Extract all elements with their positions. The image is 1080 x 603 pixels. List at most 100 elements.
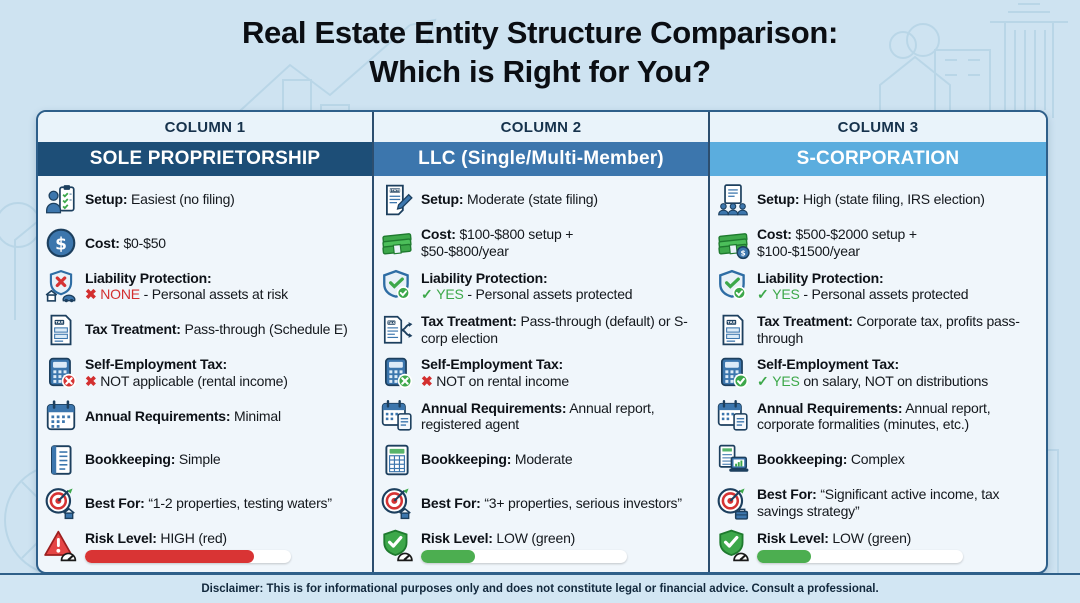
risk-bar-track	[85, 550, 291, 564]
calculator-x-red-icon	[43, 355, 78, 390]
best-for-text: Best For: “3+ properties, serious invest…	[421, 494, 682, 511]
bookkeeping-text: Bookkeeping: Moderate	[421, 451, 573, 468]
risk-bar-fill	[421, 550, 475, 564]
comparison-table: COLUMN 1 SOLE PROPRIETORSHIP Setup: Easies…	[36, 110, 1048, 574]
tax-treatment-row: TAX Tax Treatment: Corporate tax, profits…	[715, 308, 1040, 351]
liability-protection-row: Liability Protection: ✓ YES - Personal as…	[715, 265, 1040, 308]
bookkeeping-text: Bookkeeping: Complex	[757, 451, 905, 468]
setup-row: Setup: Easiest (no filing)	[43, 178, 366, 221]
self-employment-tax-row: Self-Employment Tax: ✓ YES on salary, NOT…	[715, 351, 1040, 394]
self-employment-tax-text: Self-Employment Tax: ✓ YES on salary, NOT…	[757, 356, 989, 389]
spreadsheet-icon	[379, 442, 414, 477]
calendar-icon	[43, 399, 78, 434]
column-llc-single-multi-member: COLUMN 2 LLC (Single/Multi-Member) STATE Se…	[374, 112, 710, 572]
risk-level-text: Risk Level: HIGH (red)	[85, 530, 366, 564]
calendar-doc-icon	[715, 399, 750, 434]
annual-requirements-row: Annual Requirements: Annual report, regi…	[379, 395, 702, 438]
shield-check-icon	[379, 269, 414, 304]
risk-level-text: Risk Level: LOW (green)	[757, 530, 1040, 564]
money-coin-icon: $	[715, 225, 750, 260]
entity-title: LLC (Single/Multi-Member)	[374, 142, 708, 176]
risk-level-row: Risk Level: LOW (green)	[379, 525, 702, 568]
money-stack-icon	[379, 225, 414, 260]
annual-requirements-text: Annual Requirements: Minimal	[85, 408, 281, 425]
annual-requirements-row: Annual Requirements: Annual report, corp…	[715, 395, 1040, 438]
entity-title: SOLE PROPRIETORSHIP	[38, 142, 372, 176]
cost-text: Cost: $100-$800 setup + $50-$800/year	[421, 226, 574, 259]
calendar-notepad-icon	[379, 399, 414, 434]
person-checklist-icon	[43, 182, 78, 217]
best-for-row: Best For: “Significant active income, ta…	[715, 481, 1040, 524]
setup-row: STATE Setup: Moderate (state filing)	[379, 178, 702, 221]
page-title-line1: Real Estate Entity Structure Comparison:	[241, 15, 839, 50]
tax-doc-icon: TAX	[43, 312, 78, 347]
setup-text: Setup: Moderate (state filing)	[421, 191, 598, 208]
column-header: COLUMN 2	[374, 112, 708, 142]
column-header: COLUMN 3	[710, 112, 1046, 142]
liability-protection-row: Liability Protection: ✓ YES - Personal as…	[379, 265, 702, 308]
svg-text:STATE: STATE	[389, 188, 401, 192]
risk-bar-fill	[757, 550, 811, 564]
risk-bar-track	[421, 550, 627, 564]
cost-text: Cost: $0-$50	[85, 234, 166, 251]
dollar-circle-icon: $	[43, 225, 78, 260]
bookkeeping-row: Bookkeeping: Simple	[43, 438, 366, 481]
calculator-x-green-icon	[379, 355, 414, 390]
liability-protection-text: Liability Protection: ✖ NONE - Personal a…	[85, 269, 288, 303]
warning-gauge-icon	[43, 529, 78, 564]
target-briefcase-icon	[715, 485, 750, 520]
cost-text: Cost: $500-$2000 setup + $100-$1500/year	[757, 226, 917, 259]
tax-treatment-row: TAX Tax Treatment: Pass-through (default)…	[379, 308, 702, 351]
self-employment-tax-row: Self-Employment Tax: ✖ NOT on rental inco…	[379, 351, 702, 394]
target-house-icon	[43, 485, 78, 520]
svg-text:TAX: TAX	[387, 320, 395, 324]
self-employment-tax-text: Self-Employment Tax: ✖ NOT on rental inco…	[421, 356, 569, 389]
notebook-icon	[43, 442, 78, 477]
risk-bar-track	[757, 550, 963, 564]
svg-text:$: $	[740, 248, 745, 257]
risk-level-row: Risk Level: HIGH (red)	[43, 525, 366, 568]
best-for-row: Best For: “1-2 properties, testing water…	[43, 481, 366, 524]
svg-text:TAX: TAX	[727, 319, 735, 324]
tax-treatment-text: Tax Treatment: Pass-through (default) or…	[421, 313, 688, 346]
best-for-row: Best For: “3+ properties, serious invest…	[379, 481, 702, 524]
target-house-icon	[379, 485, 414, 520]
tax-doc-arrows-icon: TAX	[379, 312, 414, 347]
liability-protection-text: Liability Protection: ✓ YES - Personal as…	[757, 269, 969, 303]
page-title-line2: Which is Right for You?	[369, 54, 711, 89]
shield-gauge-green-icon	[379, 529, 414, 564]
column-header: COLUMN 1	[38, 112, 372, 142]
bookkeeping-text: Bookkeeping: Simple	[85, 451, 221, 468]
setup-text: Setup: Easiest (no filing)	[85, 191, 235, 208]
tax-doc-icon: TAX	[715, 312, 750, 347]
liability-protection-text: Liability Protection: ✓ YES - Personal as…	[421, 269, 633, 303]
setup-text: Setup: High (state filing, IRS election)	[757, 191, 985, 208]
annual-requirements-text: Annual Requirements: Annual report, corp…	[757, 399, 991, 433]
best-for-text: Best For: “Significant active income, ta…	[757, 486, 1000, 519]
self-employment-tax-text: Self-Employment Tax: ✖ NOT applicable (re…	[85, 356, 288, 389]
annual-requirements-text: Annual Requirements: Annual report, regi…	[421, 399, 655, 433]
ledger-laptop-icon	[715, 442, 750, 477]
bookkeeping-row: Bookkeeping: Moderate	[379, 438, 702, 481]
risk-level-row: Risk Level: LOW (green)	[715, 525, 1040, 568]
column-s-corporation: COLUMN 3 S-CORPORATION Setup: High (state …	[710, 112, 1046, 572]
setup-row: Setup: High (state filing, IRS election)	[715, 178, 1040, 221]
column-body: Setup: High (state filing, IRS election)…	[710, 176, 1046, 572]
svg-text:$: $	[55, 234, 67, 254]
cost-row: $ Cost: $0-$50	[43, 221, 366, 264]
page-title: Real Estate Entity Structure Comparison:…	[0, 13, 1080, 91]
column-body: Setup: Easiest (no filing) $ Cost: $0-$50 L…	[38, 176, 372, 572]
entity-title: S-CORPORATION	[710, 142, 1046, 176]
shield-x-assets-icon	[43, 269, 78, 304]
footer-disclaimer: Disclaimer: This is for informational pu…	[0, 573, 1080, 603]
self-employment-tax-row: Self-Employment Tax: ✖ NOT applicable (re…	[43, 351, 366, 394]
column-sole-proprietorship: COLUMN 1 SOLE PROPRIETORSHIP Setup: Easies…	[38, 112, 374, 572]
shield-gauge-green-icon	[715, 529, 750, 564]
state-doc-pen-icon: STATE	[379, 182, 414, 217]
bookkeeping-row: Bookkeeping: Complex	[715, 438, 1040, 481]
column-body: STATE Setup: Moderate (state filing) Cost:…	[374, 176, 708, 572]
doc-people-icon	[715, 182, 750, 217]
tax-treatment-text: Tax Treatment: Pass-through (Schedule E)	[85, 321, 348, 338]
svg-text:TAX: TAX	[55, 319, 63, 324]
liability-protection-row: Liability Protection: ✖ NONE - Personal a…	[43, 265, 366, 308]
